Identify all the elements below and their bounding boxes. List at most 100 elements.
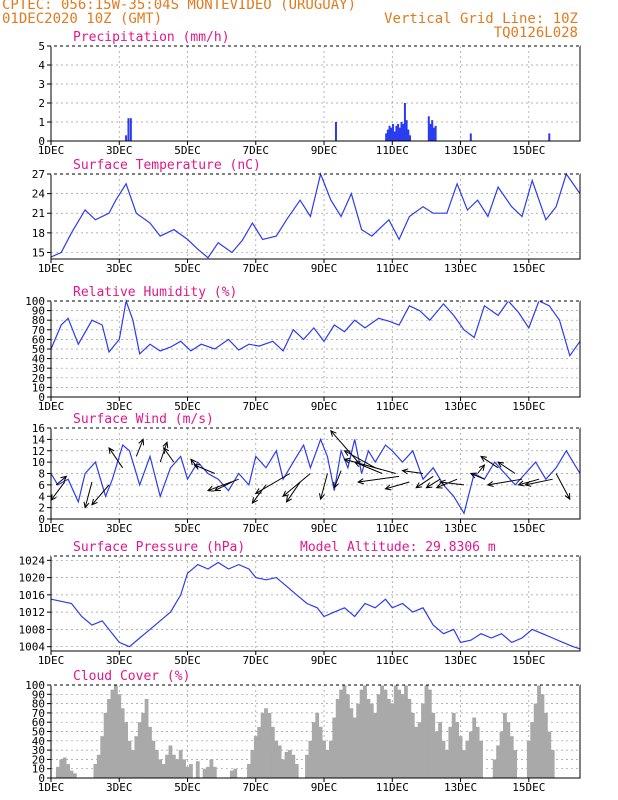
y-tick-label: 12 xyxy=(32,445,45,458)
wind-arrow-head xyxy=(401,468,409,475)
wind-arrow-head xyxy=(469,472,477,479)
bar xyxy=(468,731,473,778)
bar xyxy=(397,689,402,778)
bar xyxy=(107,698,111,778)
bar xyxy=(117,694,122,778)
bar xyxy=(496,745,500,778)
wind-arrow xyxy=(436,478,458,489)
bar xyxy=(431,120,434,141)
wind-arrow-head xyxy=(435,482,443,489)
bar xyxy=(318,726,323,778)
bar xyxy=(325,750,330,778)
bar xyxy=(120,708,125,778)
bar xyxy=(349,708,354,778)
wind-arrow xyxy=(84,481,93,508)
bar xyxy=(438,722,442,778)
bar xyxy=(178,750,183,778)
bar xyxy=(59,759,64,778)
bar xyxy=(383,689,388,778)
bar xyxy=(509,736,514,778)
y-tick-label: 0 xyxy=(38,391,45,404)
series-line xyxy=(50,437,581,515)
bar xyxy=(144,698,149,778)
bar xyxy=(110,689,115,778)
x-tick-label: 5DEC xyxy=(174,400,201,413)
bar xyxy=(469,133,472,141)
y-tick-label: 5 xyxy=(38,40,45,53)
bar xyxy=(548,133,551,141)
bar xyxy=(429,123,432,141)
x-tick-label: 1DEC xyxy=(38,522,65,535)
bar xyxy=(479,740,483,778)
x-tick-label: 11DEC xyxy=(376,781,409,794)
x-tick-label: 1DEC xyxy=(38,262,65,275)
bar xyxy=(328,740,333,778)
wind-arrow-head xyxy=(438,479,446,486)
wind-arrow xyxy=(251,484,267,504)
wind-arrow xyxy=(477,464,485,474)
bar xyxy=(352,717,357,778)
bar xyxy=(322,740,326,778)
x-tick-label: 13DEC xyxy=(444,522,477,535)
x-tick-label: 15DEC xyxy=(512,262,545,275)
y-tick-label: 0 xyxy=(38,513,45,526)
wind-arrow xyxy=(255,473,291,494)
x-tick-label: 9DEC xyxy=(311,262,338,275)
wind-arrow xyxy=(282,473,311,497)
bar xyxy=(385,133,388,141)
y-tick-label: 60 xyxy=(32,333,45,346)
bar xyxy=(391,123,394,141)
y-tick-label: 20 xyxy=(32,372,45,385)
bar xyxy=(400,694,405,778)
bar xyxy=(274,740,279,778)
x-tick-label: 7DEC xyxy=(243,262,270,275)
wind-arrow xyxy=(50,481,66,501)
x-tick-label: 11DEC xyxy=(376,654,409,667)
bar xyxy=(376,694,381,778)
x-tick-label: 1DEC xyxy=(38,400,65,413)
x-tick-label: 11DEC xyxy=(376,144,409,157)
x-tick-label: 7DEC xyxy=(243,144,270,157)
bar xyxy=(334,122,337,141)
wind-arrow xyxy=(55,475,67,486)
x-tick-label: 7DEC xyxy=(243,781,270,794)
bar xyxy=(404,685,408,778)
wind-arrow-head xyxy=(138,438,145,446)
bar xyxy=(206,766,210,778)
wind-arrow-head xyxy=(251,497,258,504)
x-tick-label: 13DEC xyxy=(444,400,477,413)
bar xyxy=(492,759,497,778)
bar xyxy=(526,740,531,778)
y-tick-label: 14 xyxy=(32,433,46,446)
panel-title: Surface Wind (m/s) xyxy=(73,412,214,427)
bar xyxy=(161,764,166,778)
wind-arrow-head xyxy=(478,464,486,471)
header-grid-line: Vertical Grid Line: 10Z xyxy=(384,11,578,27)
bar xyxy=(530,722,535,778)
bar xyxy=(356,703,361,778)
wind-arrow-head xyxy=(480,455,488,462)
bar xyxy=(499,731,504,778)
wind-arrow-head xyxy=(254,488,262,494)
bar xyxy=(390,703,395,778)
bar xyxy=(69,770,74,778)
x-tick-label: 15DEC xyxy=(512,522,545,535)
bar xyxy=(284,751,289,778)
panel-1: 15 18 21 24 27 1DEC 3DEC 5DEC 7DEC 9DEC 11DEC 13DEC… xyxy=(32,158,581,275)
x-tick-label: 15DEC xyxy=(512,654,545,667)
bar xyxy=(233,768,238,778)
bar xyxy=(434,125,437,141)
x-tick-label: 7DEC xyxy=(243,400,270,413)
wind-arrow xyxy=(358,475,400,483)
bar xyxy=(451,712,456,778)
wind-arrow-head xyxy=(384,484,392,491)
bar xyxy=(171,754,176,778)
bar xyxy=(513,750,518,778)
y-tick-label: 30 xyxy=(32,744,45,757)
bar xyxy=(148,726,152,778)
bar xyxy=(432,127,435,141)
bar xyxy=(346,694,350,778)
bar xyxy=(475,726,480,778)
bar xyxy=(253,736,258,778)
bar xyxy=(397,123,400,141)
